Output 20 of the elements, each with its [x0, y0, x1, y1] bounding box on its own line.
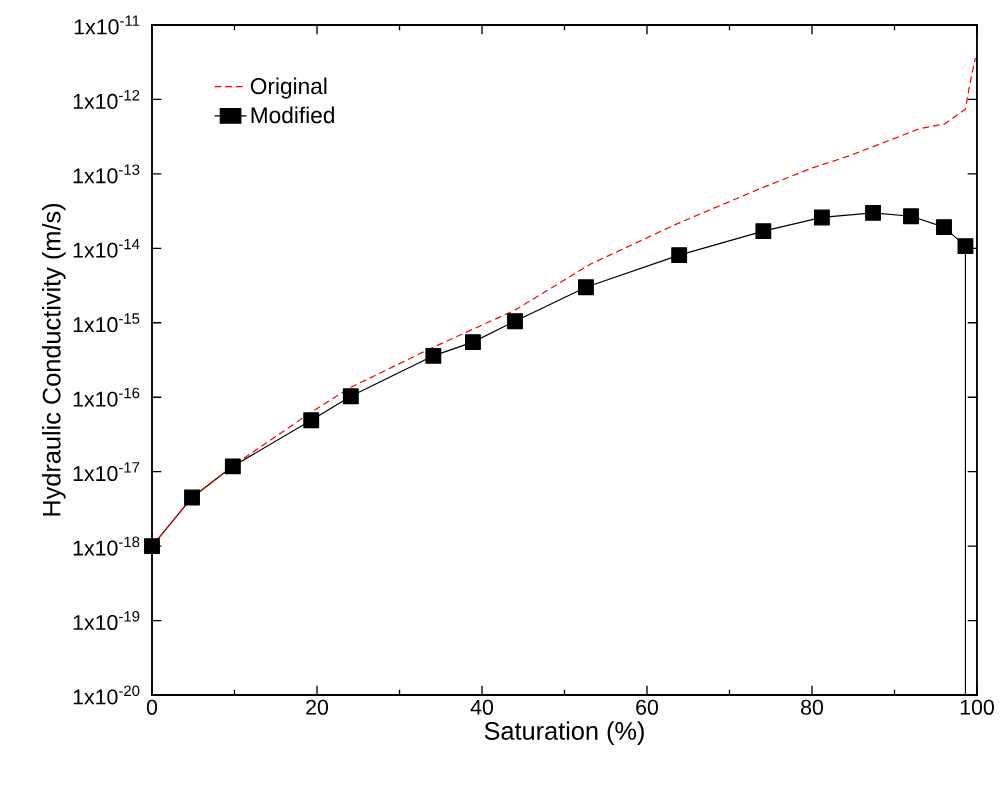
- x-axis-title: Saturation (%): [484, 721, 644, 745]
- x-tick-label: 60: [636, 699, 659, 715]
- x-tick-label: 40: [470, 699, 494, 715]
- y-tick-label: 1x10$^{-16}$: [73, 387, 140, 407]
- y-tick-label: 1x10$^{-18}$: [73, 536, 140, 556]
- y-tick-label: 1x10$^{-20}$: [73, 685, 140, 705]
- y-tick-label: 1x10$^{-17}$: [73, 462, 140, 482]
- y-tick-label: 1x10$^{-11}$: [74, 15, 140, 35]
- x-tick-label: 20: [306, 699, 329, 715]
- y-axis-title: Hydraulic Conductivity (m/s): [42, 203, 66, 516]
- y-tick-label: 1x10$^{-19}$: [73, 611, 140, 631]
- x-tick-label: 100: [960, 699, 994, 715]
- y-tick-label: 1x10$^{-12}$: [73, 89, 140, 109]
- legend-label: Original: [250, 77, 327, 99]
- x-tick-label: 0: [146, 699, 158, 715]
- y-tick-label: 1x10$^{-13}$: [73, 164, 140, 184]
- y-tick-label: 1x10$^{-15}$: [73, 313, 140, 333]
- legend-label: Modified: [251, 106, 334, 124]
- x-tick-label: 80: [801, 699, 824, 715]
- y-tick-label: 1x10$^{-14}$: [73, 238, 140, 258]
